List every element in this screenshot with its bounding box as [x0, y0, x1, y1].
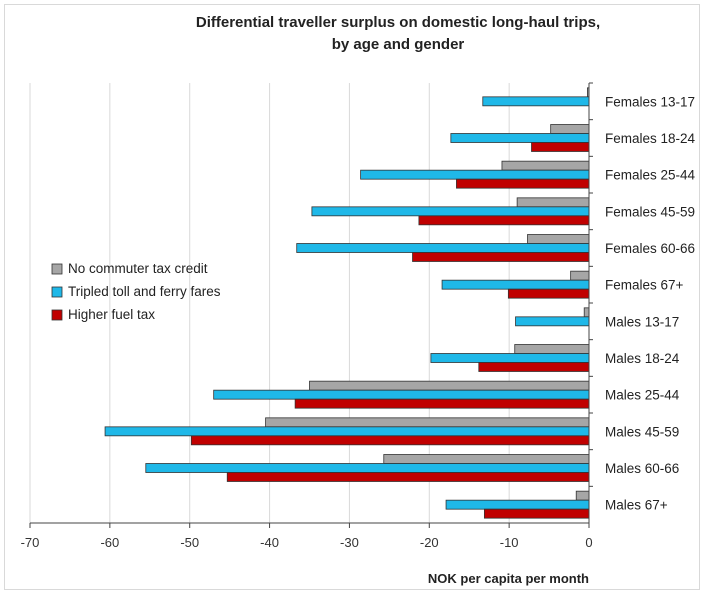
- bar: [570, 270, 590, 281]
- bar: [383, 454, 590, 464]
- legend-label: No commuter tax credit: [68, 261, 208, 276]
- bar: [516, 197, 590, 208]
- x-tick-label: -50: [180, 535, 199, 550]
- legend: No commuter tax credit Tripled toll and f…: [51, 261, 221, 322]
- bar: [294, 398, 590, 409]
- x-tick-label: 0: [585, 535, 592, 550]
- bar: [501, 160, 590, 171]
- bar: [456, 178, 590, 189]
- category-label: Females 18-24: [605, 131, 696, 146]
- bar: [412, 252, 590, 262]
- category-label: Males 18-24: [605, 351, 680, 366]
- bar: [418, 215, 590, 226]
- x-tick-label: -20: [420, 535, 439, 550]
- category-label: Females 60-66: [605, 241, 695, 256]
- legend-swatch: [51, 263, 63, 275]
- bar: [430, 353, 590, 363]
- legend-label: Tripled toll and ferry fares: [68, 284, 221, 299]
- bar: [441, 279, 590, 290]
- bar: [527, 234, 590, 244]
- bar: [190, 435, 590, 446]
- category-label: Females 45-59: [605, 204, 695, 219]
- x-tick-label: -10: [500, 535, 519, 550]
- bar: [515, 316, 590, 327]
- bar: [531, 142, 590, 152]
- category-label: Males 60-66: [605, 461, 679, 476]
- category-labels: Females 13-17 Females 18-24 Females 25-44 F…: [605, 94, 696, 512]
- bar: [311, 206, 590, 217]
- legend-swatch: [51, 286, 63, 298]
- bar: [575, 490, 590, 501]
- bar: [145, 463, 590, 473]
- bar: [104, 426, 590, 437]
- bar: [478, 362, 590, 372]
- bar: [450, 133, 590, 143]
- bar: [226, 472, 590, 482]
- axes: -70 -60 -50 -40 -30 -20 -10 0: [21, 82, 593, 550]
- category-label: Males 13-17: [605, 314, 679, 329]
- legend-swatch: [51, 309, 63, 321]
- category-label: Females 25-44: [605, 168, 696, 183]
- chart-title: Differential traveller surplus on domest…: [0, 12, 706, 56]
- x-tick-label: -30: [340, 535, 359, 550]
- gridlines: [29, 83, 510, 523]
- chart-title-line-2: by age and gender: [331, 36, 465, 53]
- bar: [445, 499, 590, 510]
- category-label: Males 45-59: [605, 424, 679, 439]
- bar: [583, 307, 590, 318]
- legend-label: Higher fuel tax: [68, 307, 155, 322]
- bar: [265, 417, 590, 428]
- bar: [483, 508, 590, 519]
- x-tick-label: -60: [100, 535, 119, 550]
- bar: [360, 169, 590, 180]
- bar: [296, 243, 590, 253]
- category-label: Males 67+: [605, 498, 668, 513]
- chart-title-line-1: Differential traveller surplus on domest…: [195, 14, 601, 31]
- bar: [550, 124, 590, 134]
- category-label: Females 67+: [605, 278, 684, 293]
- bar: [309, 380, 590, 391]
- bar: [213, 389, 590, 400]
- bars: [104, 87, 590, 519]
- category-label: Females 13-17: [605, 94, 695, 109]
- bar: [482, 96, 590, 107]
- bar: [514, 344, 590, 354]
- bar: [507, 288, 590, 299]
- category-label: Males 25-44: [605, 388, 680, 403]
- x-axis-title: NOK per capita per month: [428, 571, 589, 586]
- x-tick-label: -40: [260, 535, 279, 550]
- x-tick-label: -70: [21, 535, 40, 550]
